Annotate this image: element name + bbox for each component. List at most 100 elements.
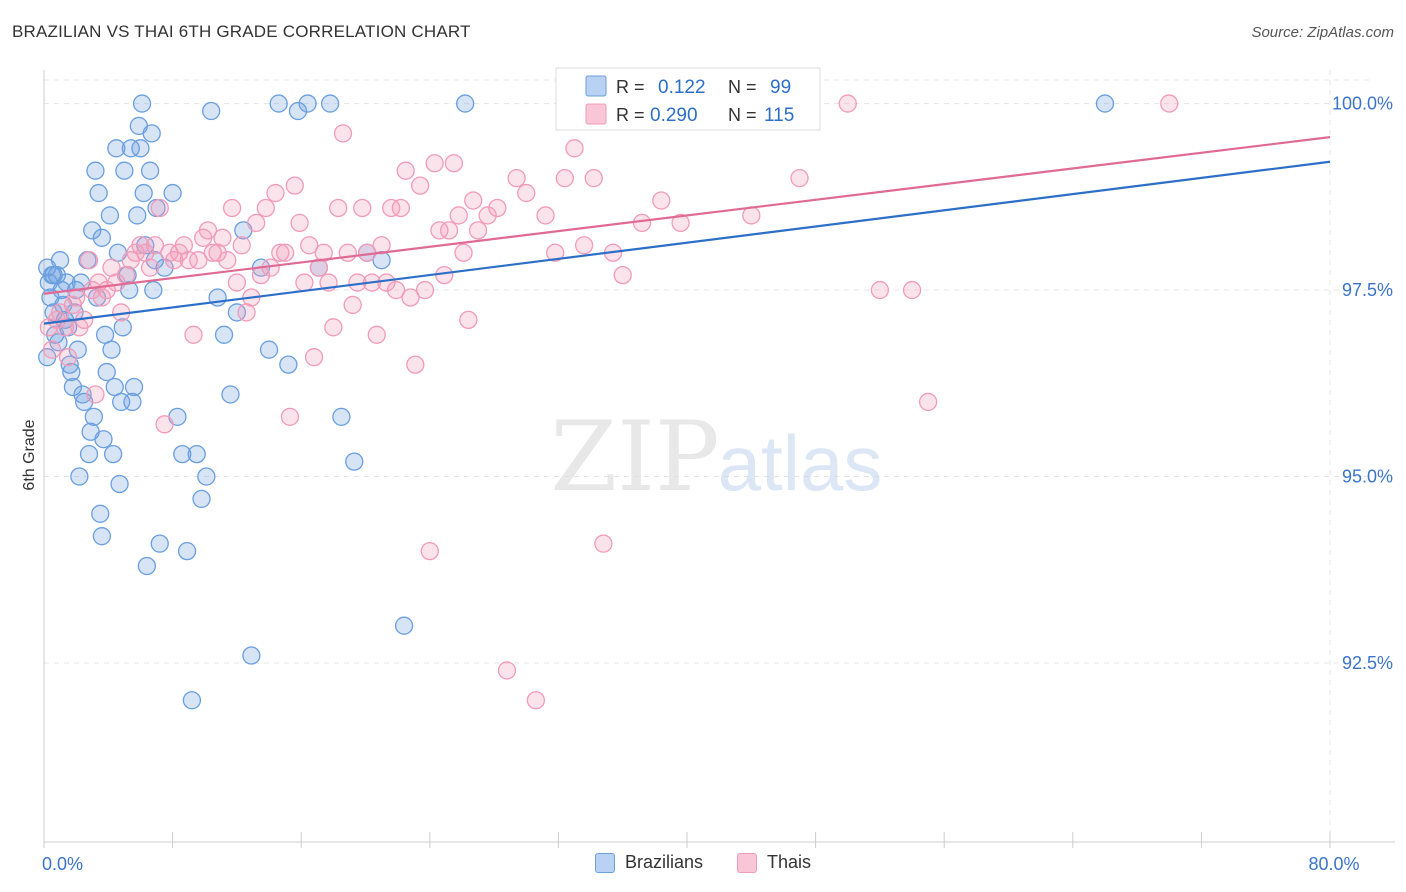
point-thais — [304, 348, 324, 367]
point-brazilians — [68, 340, 87, 359]
point-thais — [198, 221, 218, 240]
point-brazilians — [110, 474, 129, 494]
point-thais — [902, 280, 922, 300]
point-thais — [594, 534, 613, 553]
point-thais — [406, 355, 425, 374]
legend-label-thais: Thais — [767, 852, 812, 872]
point-brazilians — [140, 161, 160, 180]
point-thais — [420, 541, 439, 561]
point-thais — [266, 183, 285, 203]
point-brazilians — [214, 325, 234, 344]
point-thais — [58, 348, 78, 367]
point-thais — [430, 221, 449, 240]
point-brazilians — [177, 541, 197, 561]
point-thais — [652, 191, 671, 210]
stats-r-label-2: R = — [616, 105, 645, 125]
point-thais — [507, 169, 526, 188]
point-thais — [838, 94, 857, 113]
point-thais — [271, 243, 290, 262]
point-thais — [140, 258, 160, 277]
point-thais — [203, 243, 222, 262]
trend-line-thais — [43, 136, 1331, 295]
point-brazilians — [102, 340, 121, 359]
point-thais — [290, 213, 309, 233]
x-tick-label: 0.0% — [42, 854, 83, 874]
stats-legend: R = 0.122 N = 99 R = 0.290 N = 115 — [555, 67, 821, 131]
point-brazilians — [94, 430, 113, 449]
point-thais — [574, 236, 594, 255]
point-brazilians — [123, 392, 142, 412]
point-thais — [218, 251, 237, 270]
legend-item-thais: Thais — [737, 852, 811, 873]
chart-title: BRAZILIAN VS THAI 6TH GRADE CORRELATION … — [12, 22, 471, 41]
tick-labels: 100.0% 97.5% 95.0% 92.5% 0.0% 80.0% — [42, 94, 1393, 874]
watermark-atlas: atlas — [718, 419, 883, 507]
point-thais — [329, 198, 348, 218]
point-brazilians — [202, 101, 221, 121]
point-brazilians — [121, 139, 140, 158]
point-brazilians — [227, 303, 247, 322]
point-brazilians — [131, 139, 150, 158]
point-thais — [386, 280, 406, 300]
point-brazilians — [279, 355, 298, 374]
point-thais — [227, 273, 247, 292]
stats-n-value-2: 115 — [764, 105, 794, 126]
stats-n-label-2: N = — [728, 105, 757, 125]
data-points — [38, 94, 1179, 710]
point-thais — [584, 169, 603, 188]
point-thais — [444, 154, 464, 173]
watermark: ZIP atlas — [550, 401, 882, 513]
point-thais — [555, 169, 574, 188]
point-brazilians — [259, 340, 279, 359]
point-thais — [222, 198, 242, 218]
point-brazilians — [320, 94, 340, 113]
point-thais — [275, 243, 295, 262]
point-thais — [454, 243, 473, 262]
point-brazilians — [73, 385, 92, 404]
point-thais — [314, 243, 333, 262]
x-tick-label: 80.0% — [1308, 854, 1359, 874]
point-thais — [295, 273, 314, 292]
legend-swatch-thais — [737, 852, 757, 873]
point-brazilians — [332, 407, 351, 426]
point-thais — [459, 310, 478, 330]
point-thais — [671, 213, 690, 233]
point-thais — [372, 236, 391, 255]
point-brazilians — [70, 467, 89, 486]
point-brazilians — [103, 444, 123, 464]
point-thais — [213, 228, 232, 247]
point-thais — [343, 295, 362, 315]
point-brazilians — [60, 355, 79, 374]
point-thais — [300, 236, 319, 255]
point-thais — [870, 280, 890, 300]
stats-swatch-thais — [585, 103, 607, 125]
point-thais — [546, 243, 565, 262]
stats-n-label-1: N = — [728, 77, 757, 97]
legend-label-brazilians: Brazilians — [624, 852, 703, 872]
stats-r-label-1: R = — [616, 77, 645, 97]
point-thais — [415, 280, 435, 300]
point-thais — [742, 206, 761, 225]
point-thais — [439, 221, 459, 240]
point-thais — [536, 206, 555, 225]
point-brazilians — [298, 94, 317, 113]
point-thais — [189, 251, 208, 270]
point-thais — [517, 183, 536, 203]
point-thais — [464, 191, 483, 210]
stats-r-value-1: 0.122 — [658, 77, 706, 98]
y-tick-label: 92.5% — [1342, 653, 1393, 673]
point-brazilians — [242, 646, 261, 665]
point-thais — [401, 288, 420, 307]
point-thais — [83, 280, 102, 300]
point-thais — [1160, 94, 1179, 113]
chart-source: Source: ZipAtlas.com — [1251, 24, 1394, 41]
point-brazilians — [107, 139, 126, 158]
point-brazilians — [92, 527, 112, 546]
stats-swatch-brazilians — [585, 75, 607, 97]
point-thais — [107, 273, 126, 292]
point-thais — [324, 318, 343, 337]
point-brazilians — [136, 236, 155, 255]
point-thais — [468, 221, 488, 240]
point-brazilians — [150, 534, 169, 553]
